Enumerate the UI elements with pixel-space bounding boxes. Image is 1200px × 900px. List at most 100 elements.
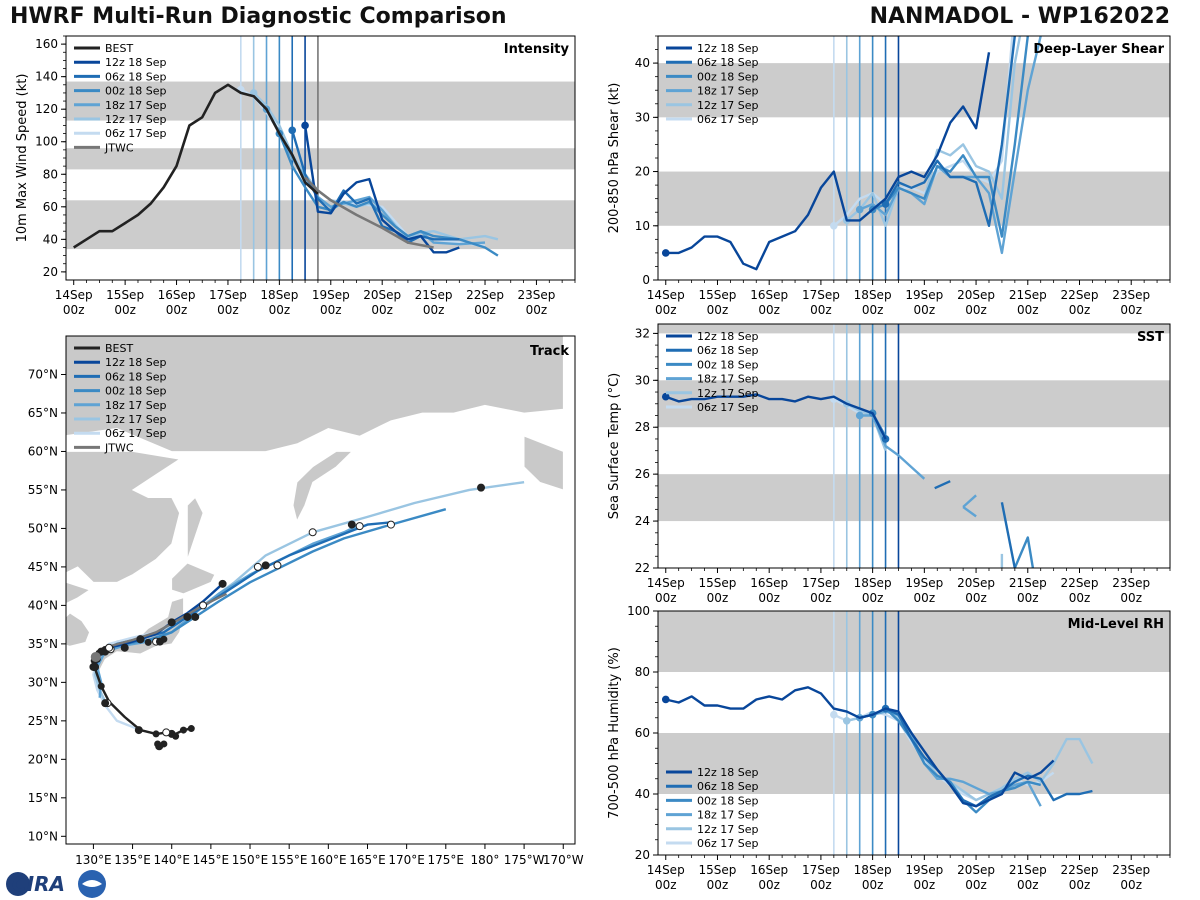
track-lat-label: 15°N xyxy=(28,791,58,805)
sst-ytick-label: 26 xyxy=(635,467,650,481)
sst-xtick-label-hour: 00z xyxy=(707,591,729,605)
track-lat-label: 40°N xyxy=(28,598,58,612)
intensity-xtick-label: 19Sep xyxy=(312,288,350,302)
sst-series-start-marker xyxy=(855,411,864,420)
shear-xtick-label-hour: 00z xyxy=(1120,303,1142,317)
shear-band xyxy=(658,63,1170,118)
sst-title: SST xyxy=(1137,330,1164,345)
rh-xtick-label: 21Sep xyxy=(1009,863,1047,877)
track-lon-label: 145°E xyxy=(193,853,230,867)
rh-legend-label: 12z 17 Sep xyxy=(697,823,759,836)
shear-ytick-label: 40 xyxy=(635,56,650,70)
track-lon-label: 135°E xyxy=(114,853,151,867)
shear-xtick-label: 18Sep xyxy=(854,288,892,302)
rh-xtick-label: 15Sep xyxy=(699,863,737,877)
sst-series-line xyxy=(665,393,887,440)
track-legend-label: JTWC xyxy=(104,441,134,454)
intensity-series-line xyxy=(303,125,460,254)
shear-xtick-label-hour: 00z xyxy=(655,303,677,317)
shear-series-line xyxy=(872,36,1029,238)
shear-xtick-label: 21Sep xyxy=(1009,288,1047,302)
track-lon-label: 140°E xyxy=(153,853,190,867)
track-jtwc-marker xyxy=(90,651,101,662)
sst-ytick-label: 30 xyxy=(635,373,650,387)
track-legend-label: 12z 18 Sep xyxy=(105,356,167,369)
rh-ytick-label: 60 xyxy=(635,726,650,740)
sst-xtick-label-hour: 00z xyxy=(758,591,780,605)
intensity-legend-label: 06z 17 Sep xyxy=(105,127,167,140)
track-position-marker xyxy=(136,635,145,644)
rh-xtick-label: 16Sep xyxy=(750,863,788,877)
shear-legend-label: 06z 18 Sep xyxy=(697,56,759,69)
sst-xtick-label-hour: 00z xyxy=(862,591,884,605)
shear-legend-label: 06z 17 Sep xyxy=(697,113,759,126)
shear-ytick-label: 0 xyxy=(642,273,650,287)
track-best-marker xyxy=(160,740,168,748)
shear-legend-label: 12z 17 Sep xyxy=(697,99,759,112)
shear-xtick-label-hour: 00z xyxy=(810,303,832,317)
sst-xtick-label-hour: 00z xyxy=(655,591,677,605)
track-position-marker xyxy=(134,726,143,735)
intensity-xtick-label-hour: 00z xyxy=(63,303,85,317)
track-position-marker xyxy=(105,643,114,652)
cira-logo: CIRA xyxy=(6,870,106,898)
sst-legend-label: 00z 18 Sep xyxy=(697,358,759,371)
shear-series-line xyxy=(665,52,991,271)
track-land-mass xyxy=(523,435,564,491)
shear-xtick-label: 22Sep xyxy=(1061,288,1099,302)
track-best-line xyxy=(92,644,192,736)
track-lon-label: 175°W xyxy=(504,853,545,867)
shear-ytick-label: 10 xyxy=(635,219,650,233)
track-lat-label: 65°N xyxy=(28,406,58,420)
track-position-marker xyxy=(308,528,317,537)
shear-series-line xyxy=(846,36,1022,227)
shear-xtick-label-hour: 00z xyxy=(1017,303,1039,317)
track-legend-label: 18z 17 Sep xyxy=(105,399,167,412)
track-land-mass xyxy=(292,451,353,522)
rh-legend-label: 12z 18 Sep xyxy=(697,766,759,779)
intensity-xtick-label-hour: 00z xyxy=(217,303,239,317)
track-position-marker xyxy=(273,561,282,570)
shear-series-start-marker xyxy=(881,200,890,208)
track-lon-label: 180° xyxy=(470,853,499,867)
track-lat-label: 35°N xyxy=(28,637,58,651)
track-lat-label: 55°N xyxy=(28,483,58,497)
sst-xtick-label-hour: 00z xyxy=(1069,591,1091,605)
intensity-legend-label: 12z 18 Sep xyxy=(105,56,167,69)
figure-title: HWRF Multi-Run Diagnostic Comparison xyxy=(10,4,507,29)
track-lat-label: 25°N xyxy=(28,714,58,728)
track-position-marker xyxy=(191,612,200,621)
rh-series-start-marker xyxy=(830,710,838,719)
rh-title: Mid-Level RH xyxy=(1068,617,1164,632)
track-position-marker xyxy=(167,618,176,627)
intensity-series-start-marker xyxy=(301,121,309,130)
track-lat-label: 30°N xyxy=(28,675,58,689)
track-lat-label: 45°N xyxy=(28,560,58,574)
rh-series-line xyxy=(885,707,1093,808)
shear-series-start-marker xyxy=(830,221,838,230)
shear-xtick-label: 23Sep xyxy=(1112,288,1150,302)
sst-xtick-label-hour: 00z xyxy=(810,591,832,605)
intensity-legend-label: 18z 17 Sep xyxy=(105,99,167,112)
intensity-best-line xyxy=(73,83,319,249)
track-lon-label: 160°E xyxy=(310,853,347,867)
rh-xtick-label: 23Sep xyxy=(1112,863,1150,877)
intensity-ytick-label: 20 xyxy=(43,265,58,279)
track-best-marker xyxy=(144,638,152,646)
intensity-ytick-label: 140 xyxy=(35,70,58,84)
track-legend-label: 06z 18 Sep xyxy=(105,370,167,383)
sst-series-segment xyxy=(1000,502,1016,568)
sst-xtick-label-hour: 00z xyxy=(1120,591,1142,605)
shear-series-start-marker xyxy=(661,249,670,257)
sst-legend-label: 12z 18 Sep xyxy=(697,330,759,343)
track-land-mass xyxy=(66,612,90,647)
intensity-xtick-label-hour: 00z xyxy=(166,303,188,317)
track-position-marker xyxy=(253,562,262,571)
rh-xtick-label-hour: 00z xyxy=(1069,878,1091,892)
intensity-xtick-label: 23Sep xyxy=(517,288,555,302)
track-lat-label: 60°N xyxy=(28,444,58,458)
logo-globe-icon xyxy=(6,872,30,896)
rh-series-start-marker xyxy=(842,717,851,725)
rh-xtick-label-hour: 00z xyxy=(1120,878,1142,892)
